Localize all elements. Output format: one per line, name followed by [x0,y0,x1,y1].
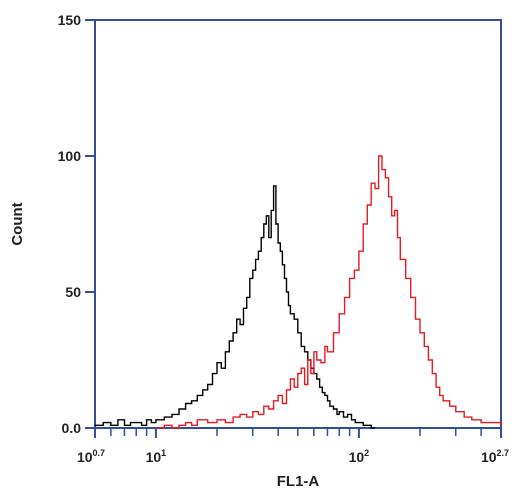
plot-frame [94,19,502,429]
x-tick-label: 101 [146,448,167,465]
series-line-1 [95,185,375,429]
x-tick-layer: 100.7 101 102 102.7 [77,428,509,465]
minor-tick-layer [110,428,482,436]
series-layer [95,155,502,429]
x-tick-label: 102.7 [481,448,509,465]
y-tick-label: 150 [58,12,82,28]
series-line-2 [155,155,502,429]
x-axis-title: FL1-A [277,473,320,490]
y-tick-label: 50 [65,284,81,300]
y-tick-label: 100 [58,148,82,164]
y-tick-layer: 0.0 50 100 150 [58,12,95,436]
y-axis-title: Count [9,202,26,245]
x-tick-label: 100.7 [77,448,105,465]
x-tick-label: 102 [349,448,370,465]
y-tick-label: 0.0 [62,420,82,436]
